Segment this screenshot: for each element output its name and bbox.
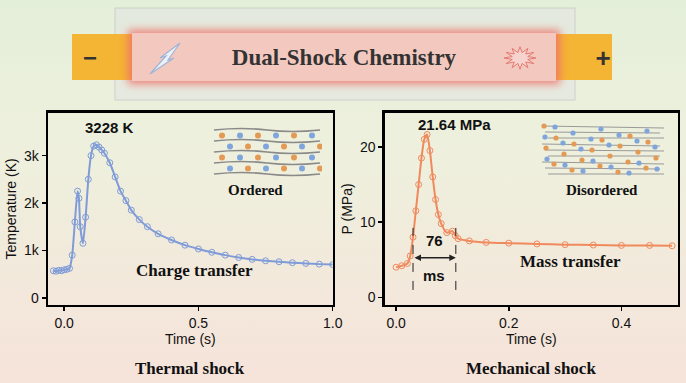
svg-text:0: 0 xyxy=(368,289,376,305)
svg-text:Ordered: Ordered xyxy=(228,182,283,198)
svg-text:Temperature (K): Temperature (K) xyxy=(3,158,19,259)
svg-text:76: 76 xyxy=(426,232,443,249)
svg-text:P (MPa): P (MPa) xyxy=(339,183,355,234)
svg-text:−: − xyxy=(83,44,97,71)
svg-text:20: 20 xyxy=(360,139,376,155)
svg-text:Disordered: Disordered xyxy=(566,182,638,198)
svg-text:Mechanical shock: Mechanical shock xyxy=(466,359,596,378)
svg-text:0.0: 0.0 xyxy=(54,315,74,331)
svg-text:1.0: 1.0 xyxy=(323,315,343,331)
svg-text:Time (s): Time (s) xyxy=(506,331,557,347)
svg-text:0.0: 0.0 xyxy=(386,315,406,331)
svg-text:10: 10 xyxy=(360,214,376,230)
svg-text:Time (s): Time (s) xyxy=(165,331,216,347)
svg-text:Dual-Shock Chemistry: Dual-Shock Chemistry xyxy=(232,45,457,70)
svg-text:ms: ms xyxy=(423,267,445,284)
svg-text:0.5: 0.5 xyxy=(189,315,209,331)
svg-text:Thermal shock: Thermal shock xyxy=(135,359,245,378)
svg-text:0.4: 0.4 xyxy=(612,315,632,331)
svg-text:+: + xyxy=(595,43,610,73)
svg-text:21.64 MPa: 21.64 MPa xyxy=(418,116,491,133)
svg-text:1k: 1k xyxy=(24,242,40,258)
svg-text:0.2: 0.2 xyxy=(499,315,519,331)
svg-text:3228 K: 3228 K xyxy=(85,119,134,136)
svg-text:Mass transfer: Mass transfer xyxy=(520,252,621,271)
svg-text:3k: 3k xyxy=(24,148,40,164)
svg-text:Charge transfer: Charge transfer xyxy=(136,261,253,280)
svg-text:0: 0 xyxy=(31,290,39,306)
svg-text:2k: 2k xyxy=(24,195,40,211)
